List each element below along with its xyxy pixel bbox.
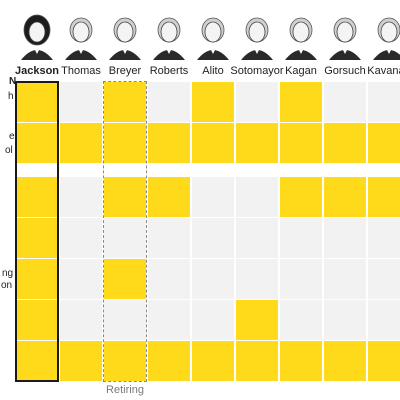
heatmap-cell: [368, 341, 400, 381]
heatmap-cell: [192, 177, 234, 217]
heatmap-cell: [104, 300, 146, 340]
portrait-breyer: [109, 17, 141, 60]
justice-name-roberts: Roberts: [149, 65, 189, 77]
heatmap-cell: [192, 218, 234, 258]
justice-name-thomas: Thomas: [61, 65, 101, 77]
heatmap-cell: [104, 123, 146, 163]
heatmap-cell: [60, 177, 102, 217]
portrait-thomas: [65, 17, 97, 60]
heatmap-cell: [280, 123, 322, 163]
heatmap-cell: [368, 82, 400, 122]
heatmap-cell: [324, 341, 366, 381]
heatmap-cell: [60, 341, 102, 381]
heatmap-cell: [368, 218, 400, 258]
portrait-sotomayor: [241, 17, 273, 60]
justice-name-jackson: Jackson: [14, 65, 60, 77]
heatmap-cell: [324, 218, 366, 258]
portrait-kavanau: [373, 17, 400, 60]
heatmap-cell: [324, 259, 366, 299]
heatmap-cell: [324, 123, 366, 163]
portrait-kagan: [285, 17, 317, 60]
heatmap-cell: [148, 82, 190, 122]
heatmap-cell: [104, 341, 146, 381]
heatmap-cell: [280, 341, 322, 381]
heatmap-cell: [16, 177, 58, 217]
portrait-alito: [197, 17, 229, 60]
heatmap-cell: [280, 218, 322, 258]
heatmap-cell: [60, 259, 102, 299]
heatmap-cell: [324, 300, 366, 340]
heatmap-cell: [148, 259, 190, 299]
heatmap-cell: [148, 123, 190, 163]
row-label: ol: [5, 145, 13, 156]
heatmap-cell: [60, 123, 102, 163]
heatmap-cell: [192, 82, 234, 122]
portrait-jackson: [21, 14, 53, 60]
heatmap-cell: [368, 300, 400, 340]
heatmap-cell: [236, 123, 278, 163]
heatmap-cell: [148, 177, 190, 217]
justice-name-kagan: Kagan: [285, 65, 317, 77]
heatmap-cell: [104, 259, 146, 299]
heatmap-cell: [236, 218, 278, 258]
heatmap-cell: [148, 300, 190, 340]
justice-name-breyer: Breyer: [108, 65, 142, 77]
portrait-gorsuch: [329, 17, 361, 60]
row-label: ng: [2, 268, 14, 279]
portraits: [21, 14, 400, 60]
portrait-roberts: [153, 17, 185, 60]
heatmap-cell: [280, 300, 322, 340]
heatmap-cell: [192, 123, 234, 163]
heatmap-cell: [280, 259, 322, 299]
heatmap-cell: [368, 123, 400, 163]
heatmap-cell: [324, 82, 366, 122]
heatmap-cell: [236, 341, 278, 381]
heatmap-cell: [192, 300, 234, 340]
heatmap-cell: [236, 259, 278, 299]
heatmap-cell: [104, 177, 146, 217]
heatmap-cell: [16, 218, 58, 258]
heatmap-cell: [192, 259, 234, 299]
heatmap-cell: [16, 259, 58, 299]
heatmap-cell: [324, 177, 366, 217]
justice-name-sotomayor: Sotomayor: [230, 65, 284, 77]
justice-name-alito: Alito: [202, 65, 224, 77]
heatmap-cell: [60, 218, 102, 258]
row-label: e: [9, 131, 15, 142]
heatmap-cell: [280, 177, 322, 217]
heatmap-cell: [368, 177, 400, 217]
heatmap-cell: [104, 82, 146, 122]
heatmap-cell: [16, 300, 58, 340]
heatmap-cell: [104, 218, 146, 258]
heatmap-cell: [148, 218, 190, 258]
row-label: N: [9, 76, 17, 87]
heatmap-cell: [148, 341, 190, 381]
row-label: on: [1, 280, 13, 291]
heatmap-cell: [236, 177, 278, 217]
heatmap-cell: [280, 82, 322, 122]
retiring-note: Retiring: [106, 384, 144, 396]
heatmap-cell: [60, 300, 102, 340]
heatmap-cell: [16, 82, 58, 122]
heatmap-cell: [368, 259, 400, 299]
heatmap-cell: [60, 82, 102, 122]
justice-name-kavanau: Kavanau: [367, 65, 400, 77]
heatmap-cell: [236, 300, 278, 340]
heatmap-cell: [16, 341, 58, 381]
heatmap-cell: [16, 123, 58, 163]
row-label: h: [8, 91, 14, 102]
heatmap-cell: [192, 341, 234, 381]
heatmap-cell: [236, 82, 278, 122]
justice-name-gorsuch: Gorsuch: [324, 65, 366, 77]
